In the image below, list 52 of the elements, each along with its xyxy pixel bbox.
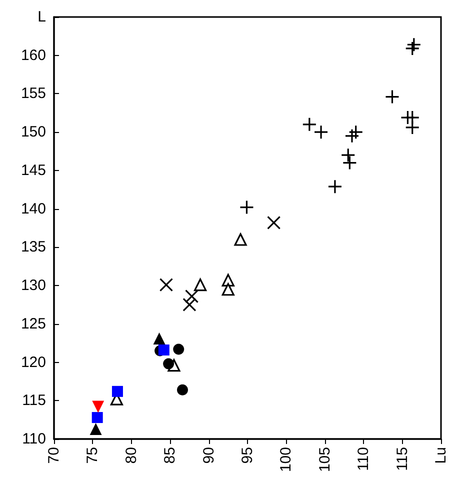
point — [90, 423, 102, 436]
x-tick-label: 80 — [122, 447, 140, 464]
point — [194, 278, 207, 292]
x-tick-label: 90 — [200, 447, 218, 464]
y-tick-label: 155 — [20, 85, 46, 102]
point — [222, 283, 234, 296]
point — [173, 344, 184, 355]
point — [182, 298, 196, 312]
point — [314, 124, 328, 140]
point — [222, 274, 234, 286]
point — [405, 120, 420, 135]
x-tick-label: 70 — [46, 447, 62, 464]
point — [384, 89, 400, 104]
point — [344, 128, 360, 144]
y-tick-label: 120 — [20, 354, 46, 371]
point — [406, 37, 422, 52]
x-tick-label: 95 — [239, 447, 256, 464]
x-tick-label: 115 — [394, 447, 411, 471]
y-tick-label: 110 — [22, 430, 46, 448]
point — [158, 344, 170, 356]
y-tick-label: 160 — [20, 46, 46, 64]
point — [163, 358, 174, 370]
point — [239, 200, 254, 215]
y-tick-label: 130 — [20, 277, 46, 294]
point — [176, 384, 188, 396]
y-tick-label: 145 — [20, 162, 46, 179]
point — [92, 412, 103, 424]
x-tick-label: 75 — [84, 447, 102, 464]
x-tick-label: 110 — [355, 447, 372, 471]
point — [159, 278, 174, 292]
point — [184, 289, 199, 304]
point — [302, 117, 317, 132]
point — [112, 386, 123, 397]
point — [267, 216, 281, 230]
x-tick-label: 100 — [278, 447, 295, 472]
point — [340, 148, 356, 162]
point — [328, 179, 342, 194]
point — [92, 400, 104, 413]
point — [153, 332, 166, 344]
y-tick-label: 135 — [20, 238, 46, 256]
y-tick-label: 115 — [22, 392, 46, 410]
y-tick-label: L — [38, 8, 46, 26]
x-tick-label: Lu — [432, 447, 450, 464]
point — [405, 41, 420, 56]
point — [348, 124, 364, 140]
y-tick-label: 125 — [20, 315, 46, 332]
y-tick-label: 150 — [20, 124, 46, 141]
point — [234, 233, 247, 246]
y-tick-label: 140 — [20, 200, 46, 218]
x-tick-label: 85 — [162, 447, 179, 464]
x-tick-label: 105 — [316, 447, 334, 472]
point — [342, 155, 357, 170]
